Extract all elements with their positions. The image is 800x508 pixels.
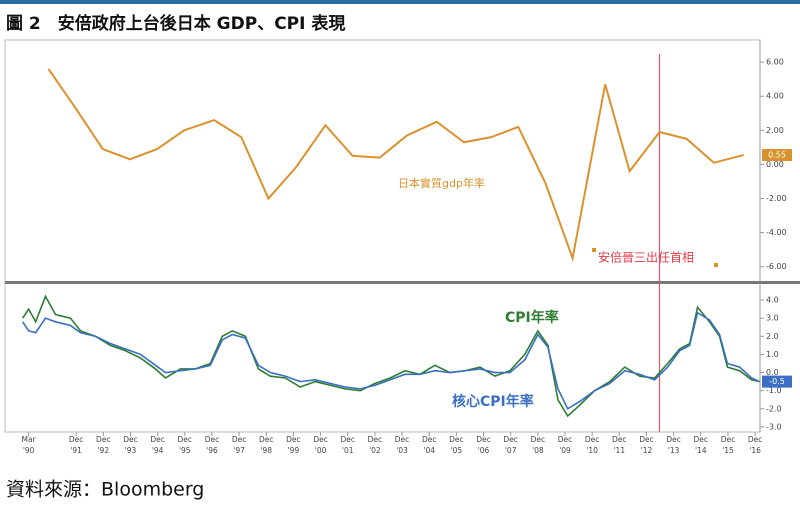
x-tick-label: '15 xyxy=(722,446,734,455)
y-tick-label: 2.0 xyxy=(766,332,779,341)
page-title: 圖 2 安倍政府上台後日本 GDP、CPI 表現 xyxy=(6,13,345,34)
x-tick-label: '07 xyxy=(505,446,517,455)
x-tick-label: '92 xyxy=(98,446,110,455)
x-tick-label: Dec xyxy=(395,435,410,444)
x-tick-label: '05 xyxy=(451,446,463,455)
data-line xyxy=(21,294,760,418)
y-tick-label: 4.00 xyxy=(766,92,784,101)
y-tick-label: 3.0 xyxy=(766,314,779,323)
x-tick-label: '09 xyxy=(559,446,571,455)
x-tick-label: Dec xyxy=(123,435,138,444)
x-tick-label: Dec xyxy=(259,435,274,444)
y-tick-label: -2.0 xyxy=(766,404,782,413)
x-tick-label: '11 xyxy=(614,446,626,455)
y-tick-label: -6.00 xyxy=(766,262,787,271)
x-tick-label: '97 xyxy=(233,446,245,455)
x-tick-label: '13 xyxy=(668,446,680,455)
y-tick-label: -3.0 xyxy=(766,422,782,431)
x-tick-label: '94 xyxy=(152,446,164,455)
x-tick-label: Dec xyxy=(96,435,111,444)
x-tick-label: Dec xyxy=(178,435,193,444)
y-tick-label: 4.0 xyxy=(766,296,779,305)
series-label: 日本實質gdp年率 xyxy=(398,176,485,190)
x-tick-label: Dec xyxy=(721,435,736,444)
x-tick-label: '10 xyxy=(586,446,598,455)
value-badge xyxy=(762,375,792,388)
x-tick-label: '06 xyxy=(478,446,490,455)
x-tick-label: Dec xyxy=(585,435,600,444)
plot-frame xyxy=(4,39,761,433)
x-tick-label: '95 xyxy=(179,446,191,455)
x-tick-label: Dec xyxy=(503,435,518,444)
x-tick-label: '02 xyxy=(369,446,381,455)
x-tick-label: '12 xyxy=(641,446,653,455)
x-tick-label: '04 xyxy=(423,446,435,455)
event-marker xyxy=(714,263,718,267)
panel-divider xyxy=(5,281,800,284)
x-tick-label: Dec xyxy=(69,435,84,444)
x-tick-label: Dec xyxy=(666,435,681,444)
x-tick-label: Dec xyxy=(531,435,546,444)
x-tick-label: Dec xyxy=(340,435,355,444)
x-tick-label: '01 xyxy=(342,446,354,455)
x-tick-label: '99 xyxy=(288,446,300,455)
x-tick-label: Dec xyxy=(748,435,763,444)
x-tick-label: Dec xyxy=(232,435,247,444)
x-tick-label: Dec xyxy=(558,435,573,444)
x-tick-label: '08 xyxy=(532,446,544,455)
x-tick-label: '96 xyxy=(206,446,218,455)
x-tick-label: '91 xyxy=(70,446,82,455)
data-line xyxy=(47,68,744,262)
source-note: 資料來源：Bloomberg xyxy=(6,479,204,501)
x-tick-label: Dec xyxy=(150,435,165,444)
y-tick-label: 2.00 xyxy=(766,126,784,135)
x-tick-label: '16 xyxy=(749,446,761,455)
x-tick-label: '03 xyxy=(396,446,408,455)
x-tick-label: Dec xyxy=(422,435,437,444)
top-rule xyxy=(0,0,800,4)
event-marker xyxy=(592,248,596,252)
x-tick-label: Dec xyxy=(205,435,220,444)
value-badge xyxy=(762,149,792,162)
y-tick-label: 1.0 xyxy=(766,350,779,359)
y-tick-label: 6.00 xyxy=(766,58,784,67)
x-tick-label: Dec xyxy=(694,435,709,444)
x-tick-label: Dec xyxy=(612,435,627,444)
x-tick-label: Dec xyxy=(313,435,328,444)
y-tick-label: -2.00 xyxy=(766,194,787,203)
series-label: 核心CPI年率 xyxy=(452,393,534,410)
x-tick-label: '14 xyxy=(695,446,707,455)
x-tick-label: '00 xyxy=(315,446,327,455)
y-tick-label: -4.00 xyxy=(766,228,787,237)
x-tick-label: '93 xyxy=(125,446,137,455)
x-tick-label: Dec xyxy=(449,435,464,444)
series-label: CPI年率 xyxy=(505,309,559,326)
value-label: -0.5 xyxy=(769,377,785,386)
value-label: 0.55 xyxy=(768,151,786,160)
x-tick-label: Dec xyxy=(286,435,301,444)
data-line xyxy=(21,311,760,410)
event-label: 安倍晉三出任首相 xyxy=(598,250,694,265)
y-tick-label: 0.00 xyxy=(766,160,784,169)
y-tick-label: 0.0 xyxy=(766,368,779,377)
x-tick-label: '90 xyxy=(23,446,35,455)
x-tick-label: Dec xyxy=(639,435,654,444)
x-tick-label: Mar xyxy=(22,435,37,444)
y-tick-label: -1.0 xyxy=(766,386,782,395)
x-tick-label: '98 xyxy=(260,446,272,455)
x-tick-label: Dec xyxy=(476,435,491,444)
x-tick-label: Dec xyxy=(368,435,383,444)
